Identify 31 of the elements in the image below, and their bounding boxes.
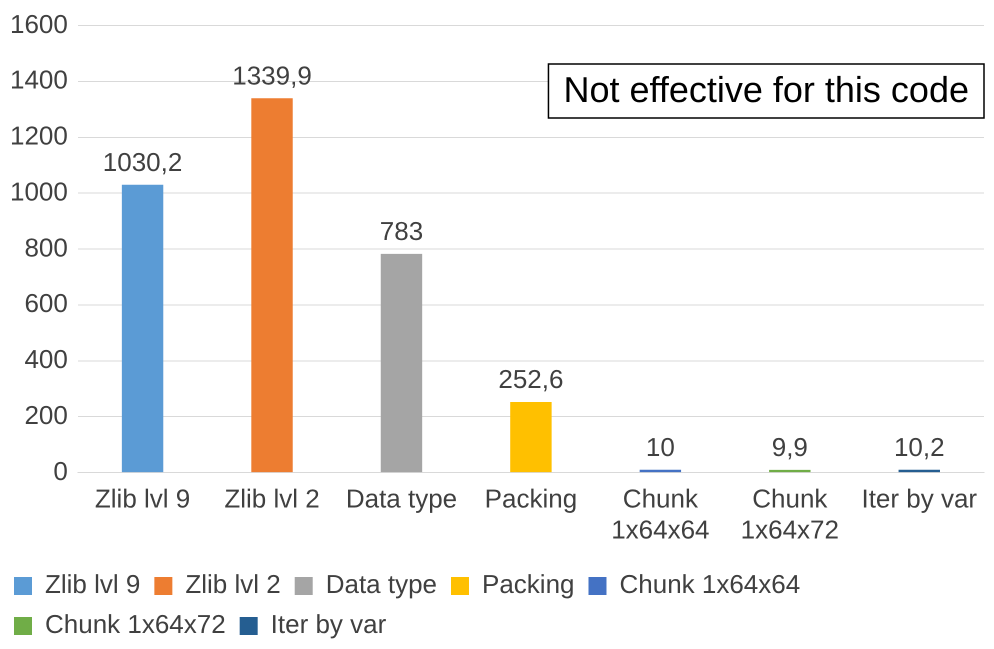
x-tick-label: Zlib lvl 9 [94, 483, 190, 514]
y-tick-label: 1000 [10, 176, 68, 206]
legend-label: Packing [482, 569, 574, 600]
x-tick-label: Chunk 1x64x64 [611, 483, 710, 545]
x-tick-label: Packing [484, 483, 578, 514]
x-tick-label: Zlib lvl 2 [224, 483, 320, 514]
y-tick-label: 400 [24, 344, 68, 374]
legend-label: Chunk 1x64x72 [45, 609, 226, 640]
legend-label: Chunk 1x64x64 [619, 569, 800, 600]
data-label: 9,9 [772, 432, 808, 462]
x-tick-label: Data type [346, 483, 458, 514]
y-tick-label: 1600 [10, 8, 68, 39]
legend-label: Zlib lvl 2 [185, 569, 281, 600]
y-tick-label: 600 [24, 288, 68, 318]
legend-label: Zlib lvl 9 [45, 569, 140, 600]
annotation: Not effective for this code [563, 68, 969, 110]
data-label: 1339,9 [232, 60, 312, 90]
data-label: 1030,2 [102, 146, 182, 177]
y-tick-label: 800 [24, 232, 68, 262]
data-label: 252,6 [498, 364, 564, 394]
data-label: 10 [646, 432, 675, 462]
y-tick-label: 1400 [10, 64, 68, 95]
x-tick-label: Chunk 1x64x72 [740, 483, 839, 545]
legend-label: Iter by var [270, 609, 387, 640]
data-label: 783 [380, 216, 424, 246]
y-tick-label: 0 [53, 456, 68, 486]
x-tick-label: Iter by var [861, 483, 978, 514]
legend-label: Data type [326, 569, 438, 600]
data-label: 10,2 [894, 432, 945, 462]
y-tick-label: 1200 [10, 120, 68, 151]
y-tick-label: 200 [24, 400, 68, 430]
